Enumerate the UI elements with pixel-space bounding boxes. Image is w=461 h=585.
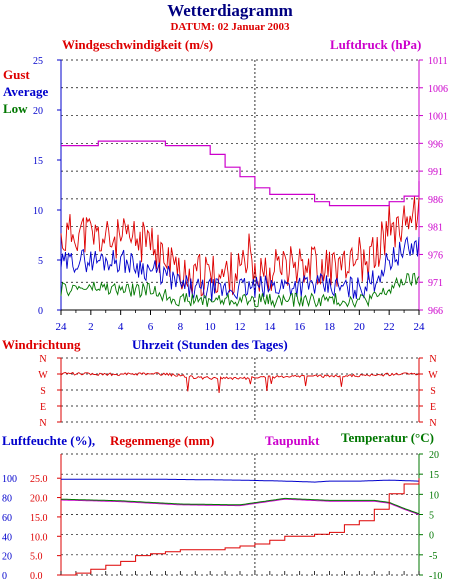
temp-tick-label: 0 (429, 531, 434, 542)
dewpoint-title: Taupunkt (265, 433, 320, 448)
direction-tick-label: N (429, 418, 436, 429)
pressure-tick-label: 986 (428, 195, 443, 206)
direction-tick-label: N (39, 418, 46, 429)
rain-tick-label: 0.0 (30, 571, 43, 582)
pressure-tick-label: 971 (428, 278, 443, 289)
direction-tick-label: W (38, 370, 48, 381)
temp-tick-label: 15 (429, 470, 439, 481)
time-tick-label: 10 (205, 321, 217, 333)
series-luftfeuchte (61, 478, 419, 483)
temp-tick-label: 10 (429, 490, 439, 501)
pressure-title: Luftdruck (hPa) (330, 37, 421, 52)
direction-tick-label: N (39, 354, 46, 365)
rain-tick-label: 5.0 (30, 552, 43, 563)
page-subtitle: DATUM: 02 Januar 2003 (170, 21, 290, 33)
time-tick-label: 12 (235, 321, 246, 333)
humidity-tick-label: 40 (2, 532, 12, 543)
time-tick-label: 16 (294, 321, 306, 333)
pressure-tick-label: 1011 (428, 56, 448, 67)
speed-tick-label: 10 (33, 206, 43, 217)
direction-tick-label: N (429, 354, 436, 365)
time-tick-label: 2 (88, 321, 94, 333)
series-regenmenge (61, 478, 420, 576)
temperature-title: Temperatur (°C) (341, 430, 434, 445)
wind-speed-title: Windgeschwindigkeit (m/s) (62, 37, 213, 52)
legend-average: Average (3, 84, 48, 99)
direction-tick-label: S (40, 386, 46, 397)
series-taupunkt (61, 498, 420, 515)
humidity-tick-label: 0 (2, 571, 7, 582)
speed-tick-label: 25 (33, 56, 43, 67)
humidity-tick-label: 60 (2, 513, 12, 524)
pressure-tick-label: 991 (428, 167, 443, 178)
page-title: Wetterdiagramm (167, 1, 293, 20)
pressure-tick-label: 996 (428, 139, 443, 150)
pressure-tick-label: 966 (428, 306, 443, 317)
speed-tick-label: 0 (38, 306, 43, 317)
direction-tick-label: E (40, 402, 46, 413)
time-tick-label: 24 (414, 321, 426, 333)
temp-tick-label: 5 (429, 511, 434, 522)
time-tick-label: 6 (148, 321, 154, 333)
series-wind-direction (60, 371, 420, 393)
pressure-tick-label: 1006 (428, 84, 448, 95)
direction-tick-label: E (430, 402, 436, 413)
humidity-tick-label: 80 (2, 494, 12, 505)
humidity-title: Luftfeuchte (%), (2, 433, 95, 448)
temp-tick-label: -5 (429, 551, 437, 562)
legend-low: Low (3, 101, 28, 116)
time-tick-label: 24 (56, 321, 68, 333)
pressure-tick-label: 1001 (428, 112, 448, 123)
rain-tick-label: 10.0 (30, 532, 48, 543)
series-low (60, 272, 420, 309)
speed-tick-label: 5 (38, 256, 43, 267)
rain-tick-label: 25.0 (30, 474, 48, 485)
series-average (60, 235, 420, 302)
time-tick-label: 18 (324, 321, 336, 333)
time-axis-label: Uhrzeit (Stunden des Tages) (132, 337, 288, 352)
temp-tick-label: 20 (429, 450, 439, 461)
series-temperatur (61, 497, 420, 515)
time-tick-label: 8 (178, 321, 184, 333)
humidity-tick-label: 100 (2, 474, 17, 485)
legend-gust: Gust (3, 67, 30, 82)
pressure-tick-label: 981 (428, 223, 443, 234)
series-luftdruck (61, 140, 420, 207)
rain-tick-label: 15.0 (30, 513, 48, 524)
direction-tick-label: S (430, 386, 436, 397)
direction-tick-label: W (428, 370, 438, 381)
speed-tick-label: 15 (33, 156, 43, 167)
time-tick-label: 14 (264, 321, 276, 333)
wind-direction-title: Windrichtung (2, 337, 81, 352)
speed-tick-label: 20 (33, 106, 43, 117)
pressure-tick-label: 976 (428, 250, 443, 261)
series-gust (60, 196, 420, 297)
time-tick-label: 22 (384, 321, 395, 333)
rain-tick-label: 20.0 (30, 494, 48, 505)
humidity-tick-label: 20 (2, 552, 12, 563)
rain-title: Regenmenge (mm) (110, 433, 214, 448)
time-tick-label: 20 (354, 321, 366, 333)
time-tick-label: 4 (118, 321, 124, 333)
temp-tick-label: -10 (429, 571, 442, 582)
